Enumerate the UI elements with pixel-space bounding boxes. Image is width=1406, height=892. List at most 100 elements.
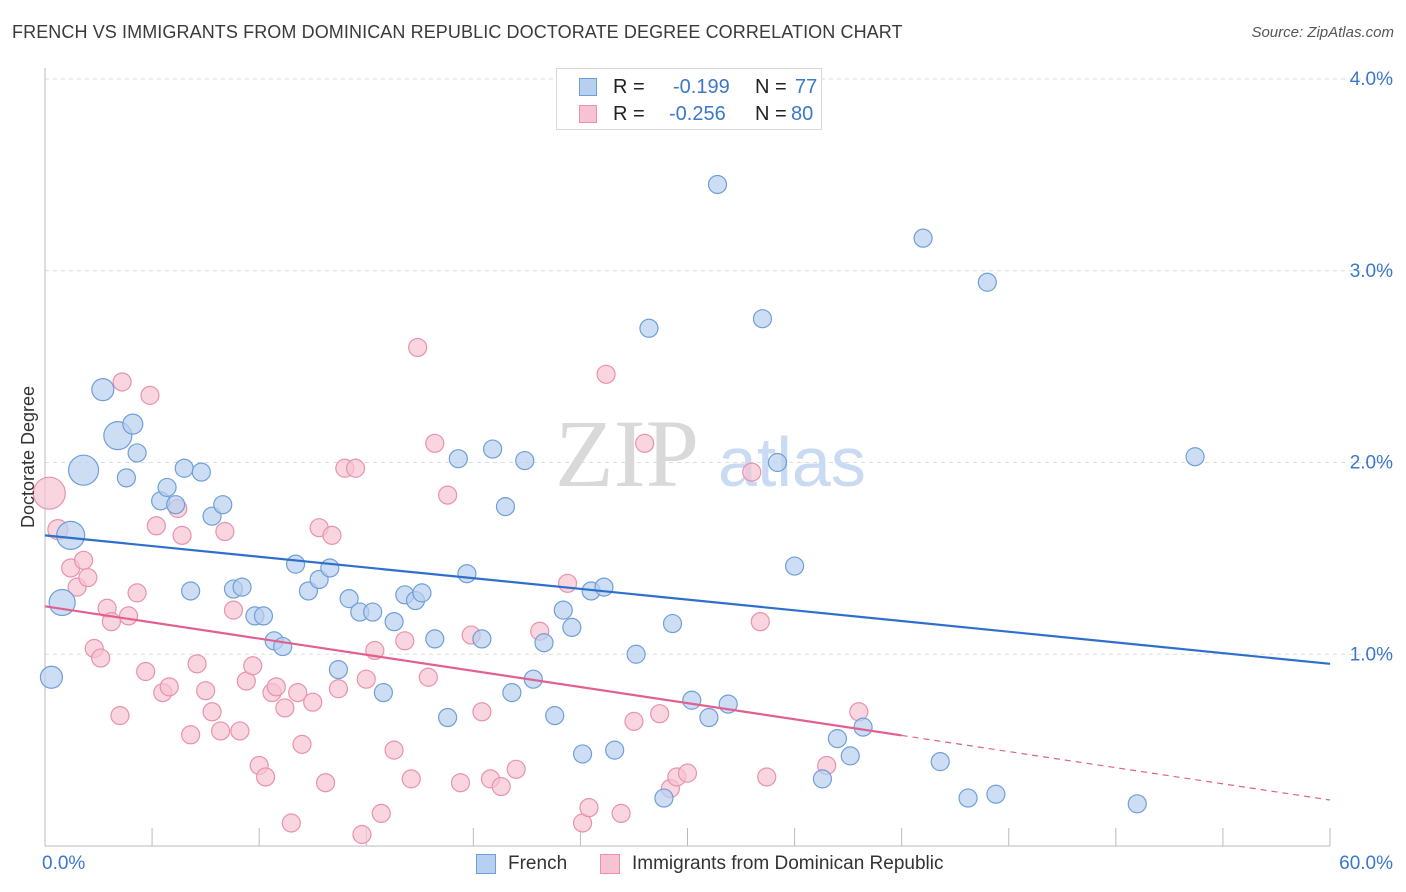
point-dominican-republic xyxy=(215,521,235,542)
point-french xyxy=(253,606,274,626)
point-dominican-republic xyxy=(438,485,458,505)
point-dominican-republic xyxy=(596,364,616,384)
point-french xyxy=(662,613,683,634)
watermark-atlas: atlas xyxy=(718,423,866,501)
point-french xyxy=(425,629,445,649)
point-dominican-republic xyxy=(127,583,147,603)
point-french xyxy=(438,707,458,728)
point-french xyxy=(626,644,646,664)
point-french xyxy=(373,682,393,703)
y-tick-label: 1.0% xyxy=(1350,644,1393,665)
point-dominican-republic xyxy=(32,476,66,510)
trend-layer xyxy=(44,534,1331,801)
point-french xyxy=(122,413,144,435)
point-dominican-republic xyxy=(425,433,445,453)
point-dominican-republic xyxy=(211,721,231,741)
point-french xyxy=(562,617,582,638)
point-dominican-republic xyxy=(91,648,111,668)
point-dominican-republic xyxy=(472,702,492,722)
point-dominican-republic xyxy=(140,385,160,405)
point-dominican-republic xyxy=(408,337,428,358)
point-french xyxy=(339,589,359,609)
point-dominican-republic xyxy=(303,692,323,712)
point-french xyxy=(166,495,186,515)
point-french xyxy=(930,752,950,772)
point-french xyxy=(320,558,340,578)
x-tick-label: 60.0% xyxy=(1339,853,1393,874)
legend-swatch-french xyxy=(579,78,597,96)
watermark: ZIP atlas xyxy=(555,400,866,507)
point-french xyxy=(707,174,728,195)
point-french xyxy=(363,602,383,622)
point-french xyxy=(986,784,1006,804)
series-legend: French Immigrants from Dominican Republi… xyxy=(0,852,1406,878)
point-french xyxy=(812,769,833,789)
point-dominican-republic xyxy=(395,631,415,651)
point-french xyxy=(384,612,404,632)
point-dominican-republic xyxy=(159,677,179,697)
point-french xyxy=(285,554,306,574)
legend-swatch-dominican-republic xyxy=(600,854,620,874)
point-french xyxy=(605,740,625,760)
point-french xyxy=(472,629,492,649)
legend-r-value: -0.256 xyxy=(669,103,726,125)
legend-label-dominican-republic: Immigrants from Dominican Republic xyxy=(632,853,944,874)
legend-n-value: 80 xyxy=(791,103,814,125)
point-dominican-republic xyxy=(322,525,342,545)
point-dominican-republic xyxy=(136,661,156,682)
point-dominican-republic xyxy=(352,824,372,845)
point-french xyxy=(853,717,873,737)
point-dominican-republic xyxy=(506,759,526,779)
x-tick-label: 0.0% xyxy=(42,853,85,874)
source-label: Source: ZipAtlas.com xyxy=(1251,24,1394,41)
point-dominican-republic xyxy=(181,725,201,745)
legend-swatch-dominican-republic xyxy=(579,105,597,123)
y-tick-label: 2.0% xyxy=(1350,453,1393,474)
point-dominican-republic xyxy=(611,803,631,824)
legend-r-value: -0.199 xyxy=(673,76,730,98)
points-french xyxy=(39,109,1205,814)
point-french xyxy=(412,583,432,603)
point-french xyxy=(594,577,614,597)
point-dominican-republic xyxy=(371,803,391,824)
point-french xyxy=(534,633,554,653)
trend-line-french xyxy=(44,534,1331,665)
point-french xyxy=(213,495,233,515)
correlation-legend: R = -0.199 N = 77 R = -0.256 N = 80 xyxy=(556,68,822,130)
point-dominican-republic xyxy=(255,767,276,787)
point-french xyxy=(784,556,805,576)
point-dominican-republic xyxy=(401,769,421,789)
point-dominican-republic xyxy=(110,706,130,726)
point-dominican-republic xyxy=(635,433,655,453)
point-dominican-republic xyxy=(384,740,404,760)
point-french xyxy=(827,729,848,749)
point-dominican-republic xyxy=(73,550,94,570)
point-french xyxy=(116,468,136,488)
point-french xyxy=(515,450,535,471)
point-french xyxy=(191,462,211,482)
point-french xyxy=(958,788,978,808)
point-dominican-republic xyxy=(450,773,471,793)
y-tick-label: 4.0% xyxy=(1350,69,1393,90)
watermark-zip: ZIP xyxy=(555,400,699,507)
trend-line-dominican-republic xyxy=(44,605,902,737)
point-dominican-republic xyxy=(418,667,438,687)
chart-title: FRENCH VS IMMIGRANTS FROM DOMINICAN REPU… xyxy=(12,22,903,42)
point-french xyxy=(553,600,573,620)
point-dominican-republic xyxy=(172,525,192,545)
point-french xyxy=(448,449,468,469)
point-dominican-republic xyxy=(356,669,376,689)
point-dominican-republic xyxy=(315,773,336,793)
point-french xyxy=(232,577,252,597)
point-french xyxy=(495,497,516,517)
point-dominican-republic xyxy=(650,704,670,724)
point-dominican-republic xyxy=(281,813,301,833)
point-dominican-republic xyxy=(112,372,132,392)
point-french xyxy=(682,690,702,710)
point-dominican-republic xyxy=(230,721,250,741)
point-dominican-republic xyxy=(275,698,295,718)
point-french xyxy=(483,439,503,459)
point-french xyxy=(56,520,86,550)
point-dominican-republic xyxy=(579,798,599,818)
